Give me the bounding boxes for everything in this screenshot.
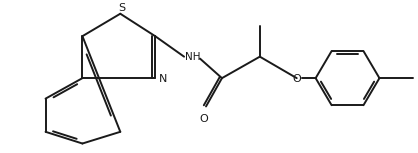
Text: O: O bbox=[292, 74, 301, 84]
Text: NH: NH bbox=[185, 52, 201, 62]
Text: N: N bbox=[159, 74, 167, 84]
Text: O: O bbox=[200, 114, 209, 124]
Text: S: S bbox=[119, 3, 126, 13]
